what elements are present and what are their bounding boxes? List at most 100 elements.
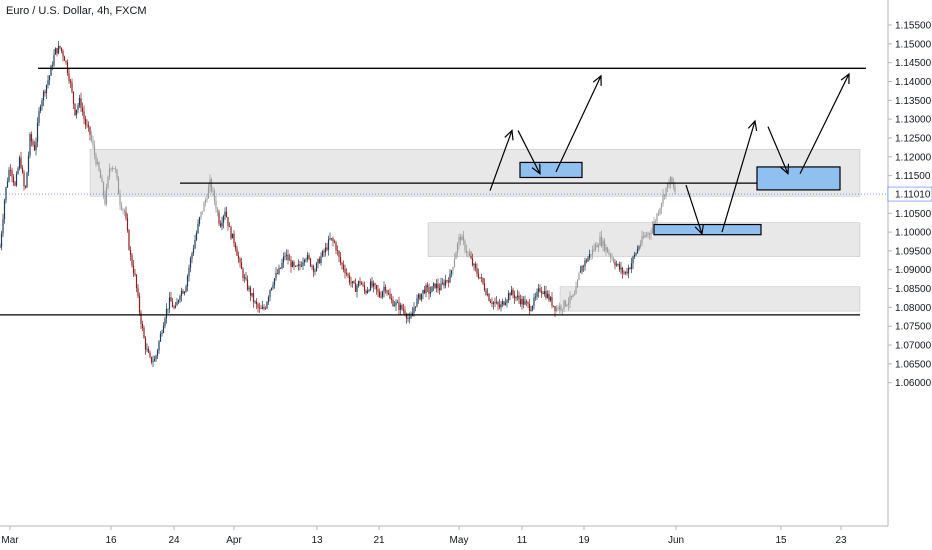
projection-arrow[interactable] [489,130,513,191]
candle-body [567,302,570,306]
price-axis: 1.15500 1.15000 1.14500 1.14000 1.13500 1.130… [888,21,932,389]
candle-body [560,306,562,310]
candle-body [227,217,229,227]
candle-body [237,255,240,259]
candle-body [527,302,529,304]
candle-body [566,305,568,306]
candle-body [326,247,328,250]
candle-body [579,271,582,273]
candle-body [120,205,123,210]
candle-body [648,233,651,235]
candle-body [131,255,133,266]
price-tick-label: 1.10500 [895,209,932,220]
candle-body [542,292,544,295]
candle-body [302,262,304,266]
trend-drawings [0,67,866,316]
candle-body [270,287,273,290]
candle-body [132,265,135,274]
candle-body [551,297,553,306]
candle-body [26,172,28,188]
candle-body [146,348,148,350]
candle-body [294,265,297,267]
candle-body [116,169,118,179]
candle-body [11,170,13,177]
candle-body [264,308,267,310]
consolidation-zones [89,148,861,312]
candle-body [99,170,102,179]
candle-body [558,306,561,310]
candle-body [23,172,25,187]
candle-body [89,126,91,135]
candle-body [348,275,351,283]
candle-body [393,305,396,307]
candle-body [21,167,24,173]
candle-body [47,80,49,85]
candle-body [158,341,160,351]
candle-body [282,256,285,263]
candle-body [233,233,235,244]
candle-body [590,254,592,256]
candle-body [395,302,397,306]
candle-body [516,295,519,297]
projection-arrow[interactable] [555,75,602,173]
candle-body [308,255,310,259]
candle-body [336,250,339,252]
candle-body [587,257,589,262]
sr-zone[interactable] [89,148,861,197]
candle-body [504,302,507,305]
candle-body [363,285,366,291]
candle-body [362,284,364,286]
candle-body [453,259,456,267]
candle-body [368,290,370,292]
candle-body [299,264,301,267]
candle-body [464,240,466,251]
candle-body [318,259,321,264]
candle-body [293,261,295,266]
candle-body [6,181,9,188]
target-box[interactable] [519,161,583,179]
sr-zone[interactable] [559,286,861,312]
candle-body [102,182,105,195]
candle-body [486,294,489,295]
candle-body [461,236,463,241]
candle-body [387,292,390,295]
projection-arrow[interactable] [721,120,756,233]
candle-body [498,304,501,308]
candle-body [36,122,39,143]
projection-arrow[interactable] [799,73,850,174]
target-box[interactable] [653,223,762,236]
candle-body [276,272,279,274]
price-tick-label: 1.14500 [895,58,932,69]
target-box[interactable] [756,166,841,191]
candle-body [162,325,165,333]
sr-zone[interactable] [427,222,861,257]
candle-body [87,125,90,127]
candle-body [53,54,55,66]
candle-body [189,258,192,268]
arrow-head [694,223,704,236]
candle-body [483,283,486,291]
candlesticks [0,40,676,368]
projection-arrow[interactable] [517,130,541,174]
candle-body [51,65,54,67]
candle-body [56,48,58,54]
candle-body [137,287,139,297]
candle-body [621,267,624,273]
candle-body [660,203,663,209]
candle-body [3,200,6,219]
projection-arrow[interactable] [685,184,703,235]
candle-body [458,237,460,244]
projection-arrow[interactable] [767,126,789,174]
candle-body [383,286,385,292]
candle-body [545,291,547,298]
candle-body [405,314,408,319]
candle-body [446,280,448,282]
candle-body [632,256,634,264]
candle-body [489,300,492,303]
candle-body [33,145,36,151]
time-tick-label: 11 [517,535,528,546]
candle-body [143,327,145,339]
candle-body [500,304,502,308]
candle-body [71,82,73,92]
